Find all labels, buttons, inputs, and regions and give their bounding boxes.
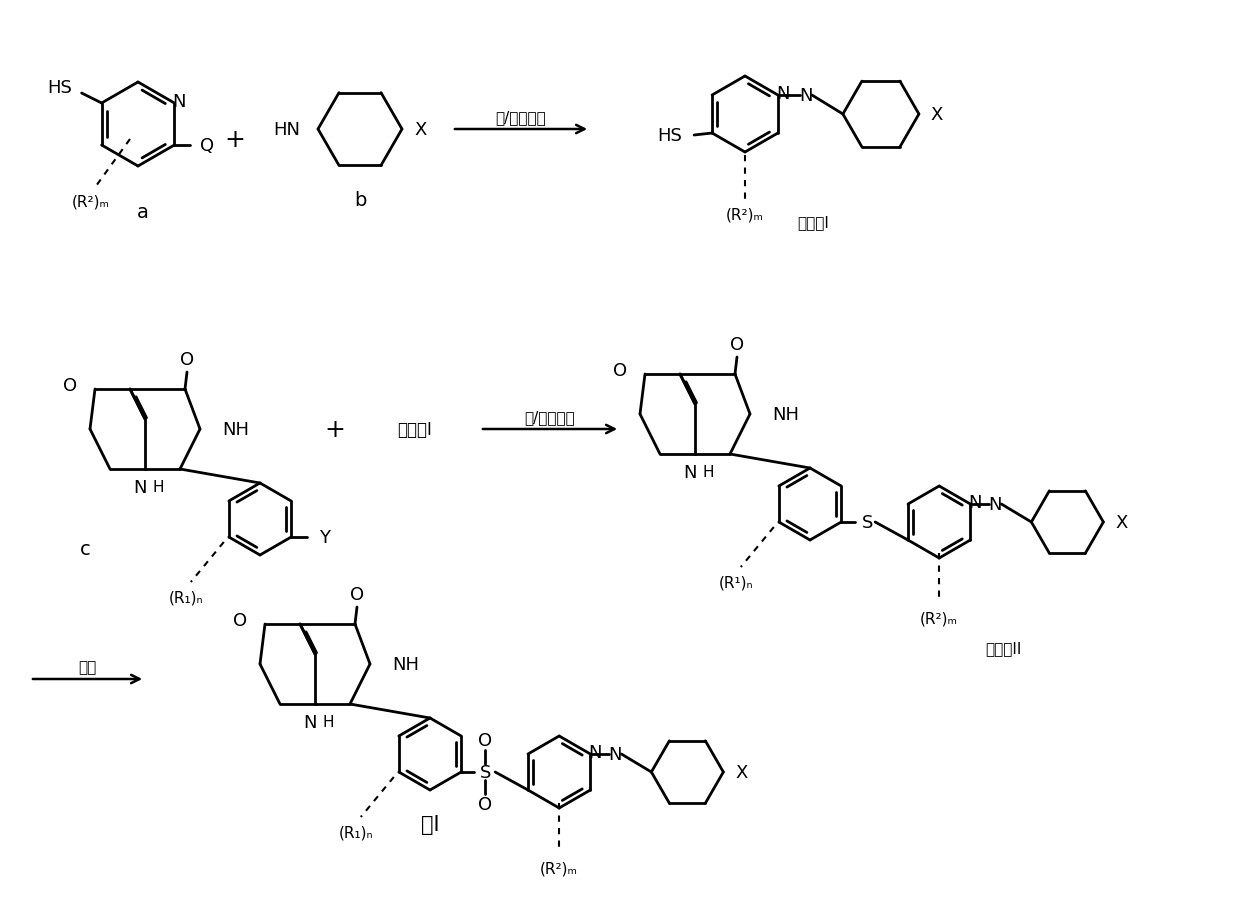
Text: (R¹)ₙ: (R¹)ₙ xyxy=(718,575,753,590)
Text: O: O xyxy=(479,796,492,813)
Text: N: N xyxy=(172,93,186,111)
Text: O: O xyxy=(63,377,77,395)
Text: N: N xyxy=(776,85,790,103)
Text: HS: HS xyxy=(47,79,72,97)
Text: N: N xyxy=(799,87,812,105)
Text: 中间体II: 中间体II xyxy=(985,641,1022,656)
Text: (R₁)ₙ: (R₁)ₙ xyxy=(339,824,373,840)
Text: 氧化: 氧化 xyxy=(78,660,97,675)
Text: S: S xyxy=(480,763,491,781)
Text: Y: Y xyxy=(319,528,330,546)
Text: NH: NH xyxy=(392,656,419,674)
Text: X: X xyxy=(1115,514,1127,531)
Text: NH: NH xyxy=(773,405,799,424)
Text: N: N xyxy=(589,743,603,761)
Text: (R²)ₘ: (R²)ₘ xyxy=(920,610,959,626)
Text: HN: HN xyxy=(273,121,300,139)
Text: N: N xyxy=(133,479,146,497)
Text: 碱/有机溶剂: 碱/有机溶剂 xyxy=(525,410,575,425)
Text: +: + xyxy=(325,417,346,442)
Text: O: O xyxy=(730,336,744,354)
Text: 中间体I: 中间体I xyxy=(797,215,828,230)
Text: O: O xyxy=(233,611,247,629)
Text: X: X xyxy=(414,121,427,139)
Text: HS: HS xyxy=(657,126,682,144)
Text: H: H xyxy=(322,714,334,730)
Text: a: a xyxy=(138,203,149,222)
Text: H: H xyxy=(153,480,164,495)
Text: X: X xyxy=(931,106,944,124)
Text: (R²)ₘ: (R²)ₘ xyxy=(725,208,764,222)
Text: 中间体I: 中间体I xyxy=(398,421,433,439)
Text: N: N xyxy=(683,463,697,481)
Text: X: X xyxy=(735,763,748,781)
Text: N: N xyxy=(988,496,1002,514)
Text: 式I: 式I xyxy=(420,815,439,834)
Text: O: O xyxy=(350,585,365,603)
Text: b: b xyxy=(353,191,366,209)
Text: H: H xyxy=(702,465,713,480)
Text: O: O xyxy=(180,350,195,368)
Text: Q: Q xyxy=(201,137,215,154)
Text: (R₁)ₙ: (R₁)ₙ xyxy=(169,590,203,605)
Text: O: O xyxy=(479,731,492,749)
Text: N: N xyxy=(609,745,622,763)
Text: 碱/有机溶剂: 碱/有机溶剂 xyxy=(496,110,547,126)
Text: S: S xyxy=(862,514,873,531)
Text: O: O xyxy=(613,361,627,379)
Text: c: c xyxy=(79,540,91,559)
Text: (R²)ₘ: (R²)ₘ xyxy=(72,194,110,209)
Text: +: + xyxy=(224,128,246,152)
Text: N: N xyxy=(968,493,982,511)
Text: NH: NH xyxy=(222,421,249,439)
Text: N: N xyxy=(304,713,316,731)
Text: (R²)ₘ: (R²)ₘ xyxy=(541,861,578,876)
